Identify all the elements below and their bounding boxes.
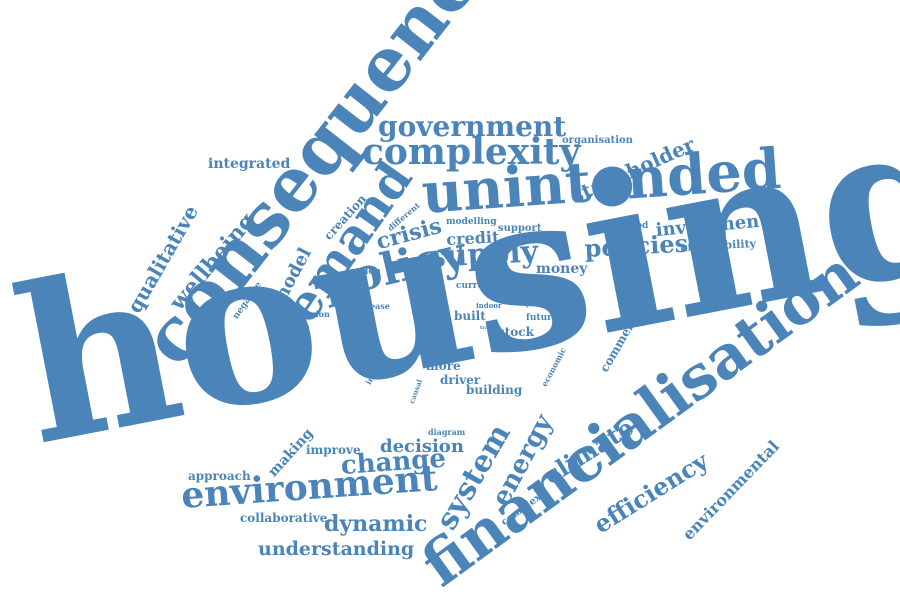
word-future: future xyxy=(526,313,558,323)
word-emission: emission xyxy=(290,309,330,319)
word-diagram: diagram xyxy=(428,427,466,437)
word-indoor: indoor xyxy=(476,301,502,310)
word-quality: quality xyxy=(524,301,548,308)
word-decision: decision xyxy=(380,436,464,457)
word-rule: rule xyxy=(436,341,448,347)
word-current: current xyxy=(456,281,494,291)
word-driver: driver xyxy=(440,373,481,387)
word-trade: trade xyxy=(480,325,495,331)
word-understanding: understanding xyxy=(258,538,415,560)
word-increase: increase xyxy=(352,301,390,311)
word-built: built xyxy=(454,309,486,323)
word-more: more xyxy=(426,359,461,373)
word-support: support xyxy=(498,223,542,234)
word-modelling: modelling xyxy=(446,217,497,227)
word-option: option xyxy=(340,323,373,333)
word-proc: proc xyxy=(418,345,439,355)
word-london: london xyxy=(346,267,381,277)
word-method: method xyxy=(610,221,649,231)
word-money: money xyxy=(536,261,588,277)
word-dynamic: dynamic xyxy=(324,511,428,537)
word-collaborative: collaborative xyxy=(240,511,328,525)
word-health: health xyxy=(520,339,553,349)
word-government: government xyxy=(378,110,567,143)
word-approach: approach xyxy=(188,469,251,483)
word-integrated: integrated xyxy=(208,156,291,172)
word-credit: credit xyxy=(445,227,500,249)
word-social: social xyxy=(432,351,455,360)
word-complexity: complexity xyxy=(362,131,581,173)
word-building: building xyxy=(466,383,523,397)
word-stock: stock xyxy=(498,325,534,339)
word-improve: improve xyxy=(306,443,361,457)
word-organisation: organisation xyxy=(562,135,633,146)
